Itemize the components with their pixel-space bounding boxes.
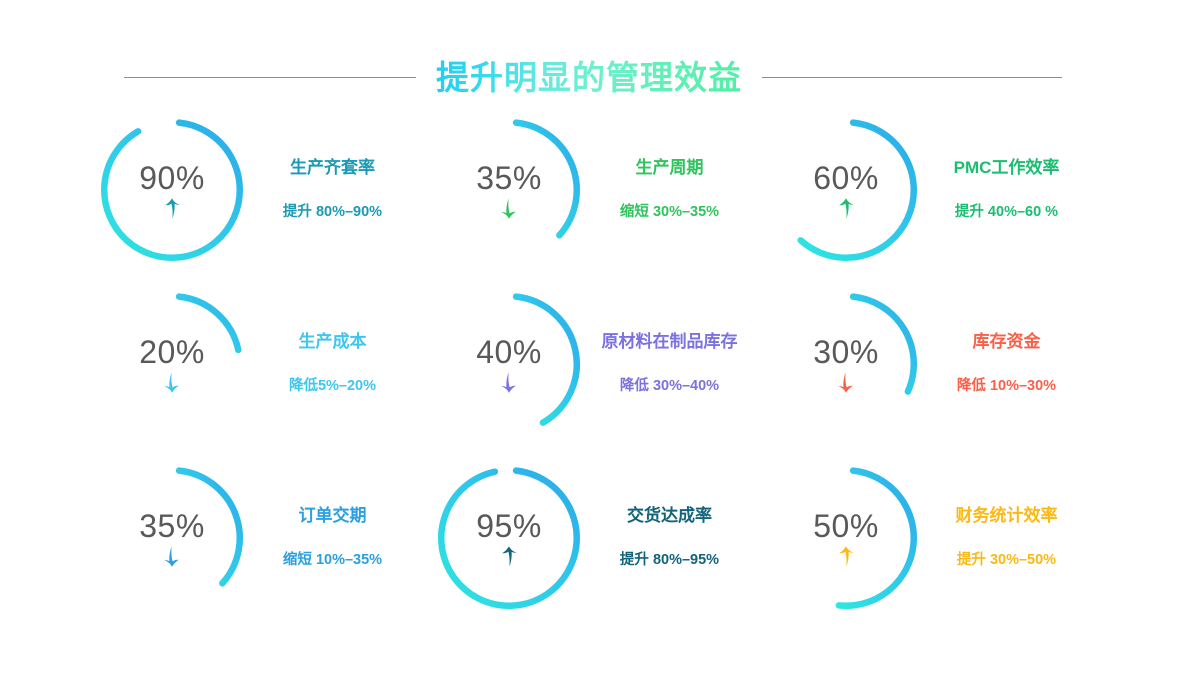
- metric-subtext: 提升 80%–90%: [282, 204, 383, 221]
- metric-card: 60% PMC工作效率 提升 40%–60 %: [762, 118, 1099, 292]
- progress-ring: 35%: [100, 466, 244, 610]
- metric-label: 生产成本: [298, 332, 367, 351]
- metric-card: 35% 订单交期 缩短 10%–35%: [88, 466, 425, 640]
- percent-value: 60%: [813, 159, 879, 196]
- progress-ring: 60%: [774, 118, 918, 262]
- progress-ring: 90%: [100, 118, 244, 262]
- percent-value: 50%: [813, 507, 879, 544]
- progress-ring-arc-icon: [438, 467, 580, 609]
- metric-text-block: 生产周期 缩短 30%–35%: [581, 118, 762, 221]
- percent-value: 30%: [813, 333, 879, 370]
- metric-subtext: 提升 40%–60 %: [954, 204, 1059, 221]
- metric-label: 生产齐套率: [290, 158, 375, 177]
- ring-center: 20%: [100, 292, 244, 436]
- metric-label: 订单交期: [298, 506, 367, 525]
- percent-value: 40%: [476, 333, 542, 370]
- progress-ring: 20%: [100, 292, 244, 436]
- percent-value: 95%: [476, 507, 542, 544]
- progress-ring-arc-icon: [512, 293, 580, 426]
- metric-label: 财务统计效率: [955, 506, 1058, 525]
- metric-card: 20% 生产成本 降低5%–20%: [88, 292, 425, 466]
- page-title: 提升明显的管理效益: [434, 51, 744, 103]
- progress-ring-arc-icon: [512, 119, 580, 239]
- ring-center: 35%: [437, 118, 581, 262]
- metric-text-block: 原材料在制品库存 降低 30%–40%: [581, 292, 762, 395]
- metric-card: 30% 库存资金 降低 10%–30%: [762, 292, 1099, 466]
- metric-text-block: 生产齐套率 提升 80%–90%: [244, 118, 425, 221]
- ring-center: 60%: [774, 118, 918, 262]
- metric-text-block: 库存资金 降低 10%–30%: [918, 292, 1099, 395]
- metric-card: 40% 原材料在制品库存 降低 30%–40%: [425, 292, 762, 466]
- page-header: 提升明显的管理效益: [0, 44, 1186, 110]
- percent-value: 90%: [139, 159, 205, 196]
- metrics-grid: 90% 生产齐套率 提升 80%–90%: [88, 118, 1098, 640]
- down-arrow-icon: [838, 371, 853, 393]
- metric-text-block: PMC工作效率 提升 40%–60 %: [918, 118, 1099, 221]
- progress-ring-arc-icon: [101, 119, 243, 261]
- ring-center: 40%: [437, 292, 581, 436]
- progress-ring: 50%: [774, 466, 918, 610]
- progress-ring: 40%: [437, 292, 581, 436]
- metric-text-block: 交货达成率 提升 80%–95%: [581, 466, 762, 569]
- down-arrow-icon: [164, 545, 179, 567]
- header-rule-left: [124, 76, 416, 78]
- metric-subtext: 降低 30%–40%: [619, 378, 720, 395]
- progress-ring-arc-icon: [797, 119, 917, 261]
- ring-center: 30%: [774, 292, 918, 436]
- progress-ring-arc-icon: [175, 293, 242, 354]
- ring-center: 95%: [437, 466, 581, 610]
- metric-card: 50% 财务统计效率 提升 30%–50%: [762, 466, 1099, 640]
- progress-ring-arc-icon: [835, 467, 917, 609]
- down-arrow-icon: [501, 197, 516, 219]
- header-rule-right: [762, 76, 1062, 78]
- progress-ring-arc-icon: [175, 467, 243, 587]
- ring-center: 35%: [100, 466, 244, 610]
- metric-subtext: 缩短 30%–35%: [619, 204, 720, 221]
- up-arrow-icon: [165, 197, 180, 219]
- metric-label: PMC工作效率: [953, 158, 1060, 177]
- metric-label: 生产周期: [635, 158, 704, 177]
- metric-text-block: 订单交期 缩短 10%–35%: [244, 466, 425, 569]
- down-arrow-icon: [501, 371, 516, 393]
- metric-subtext: 降低 10%–30%: [956, 378, 1057, 395]
- metric-subtext: 缩短 10%–35%: [282, 552, 383, 569]
- progress-ring: 30%: [774, 292, 918, 436]
- up-arrow-icon: [839, 197, 854, 219]
- metric-subtext: 提升 30%–50%: [956, 552, 1057, 569]
- progress-ring: 95%: [437, 466, 581, 610]
- percent-value: 20%: [139, 333, 205, 370]
- metric-label: 原材料在制品库存: [601, 332, 738, 351]
- metric-text-block: 生产成本 降低5%–20%: [244, 292, 425, 395]
- up-arrow-icon: [839, 545, 854, 567]
- metric-card: 90% 生产齐套率 提升 80%–90%: [88, 118, 425, 292]
- ring-center: 50%: [774, 466, 918, 610]
- metric-card: 35% 生产周期 缩短 30%–35%: [425, 118, 762, 292]
- metric-card: 95% 交货达成率 提升 80%–95%: [425, 466, 762, 640]
- percent-value: 35%: [476, 159, 542, 196]
- up-arrow-icon: [502, 545, 517, 567]
- metric-subtext: 提升 80%–95%: [619, 552, 720, 569]
- metric-subtext: 降低5%–20%: [288, 378, 377, 395]
- metric-label: 交货达成率: [627, 506, 712, 525]
- percent-value: 35%: [139, 507, 205, 544]
- down-arrow-icon: [164, 371, 179, 393]
- ring-center: 90%: [100, 118, 244, 262]
- progress-ring-arc-icon: [849, 293, 917, 395]
- metric-label: 库存资金: [972, 332, 1041, 351]
- metric-text-block: 财务统计效率 提升 30%–50%: [918, 466, 1099, 569]
- progress-ring: 35%: [437, 118, 581, 262]
